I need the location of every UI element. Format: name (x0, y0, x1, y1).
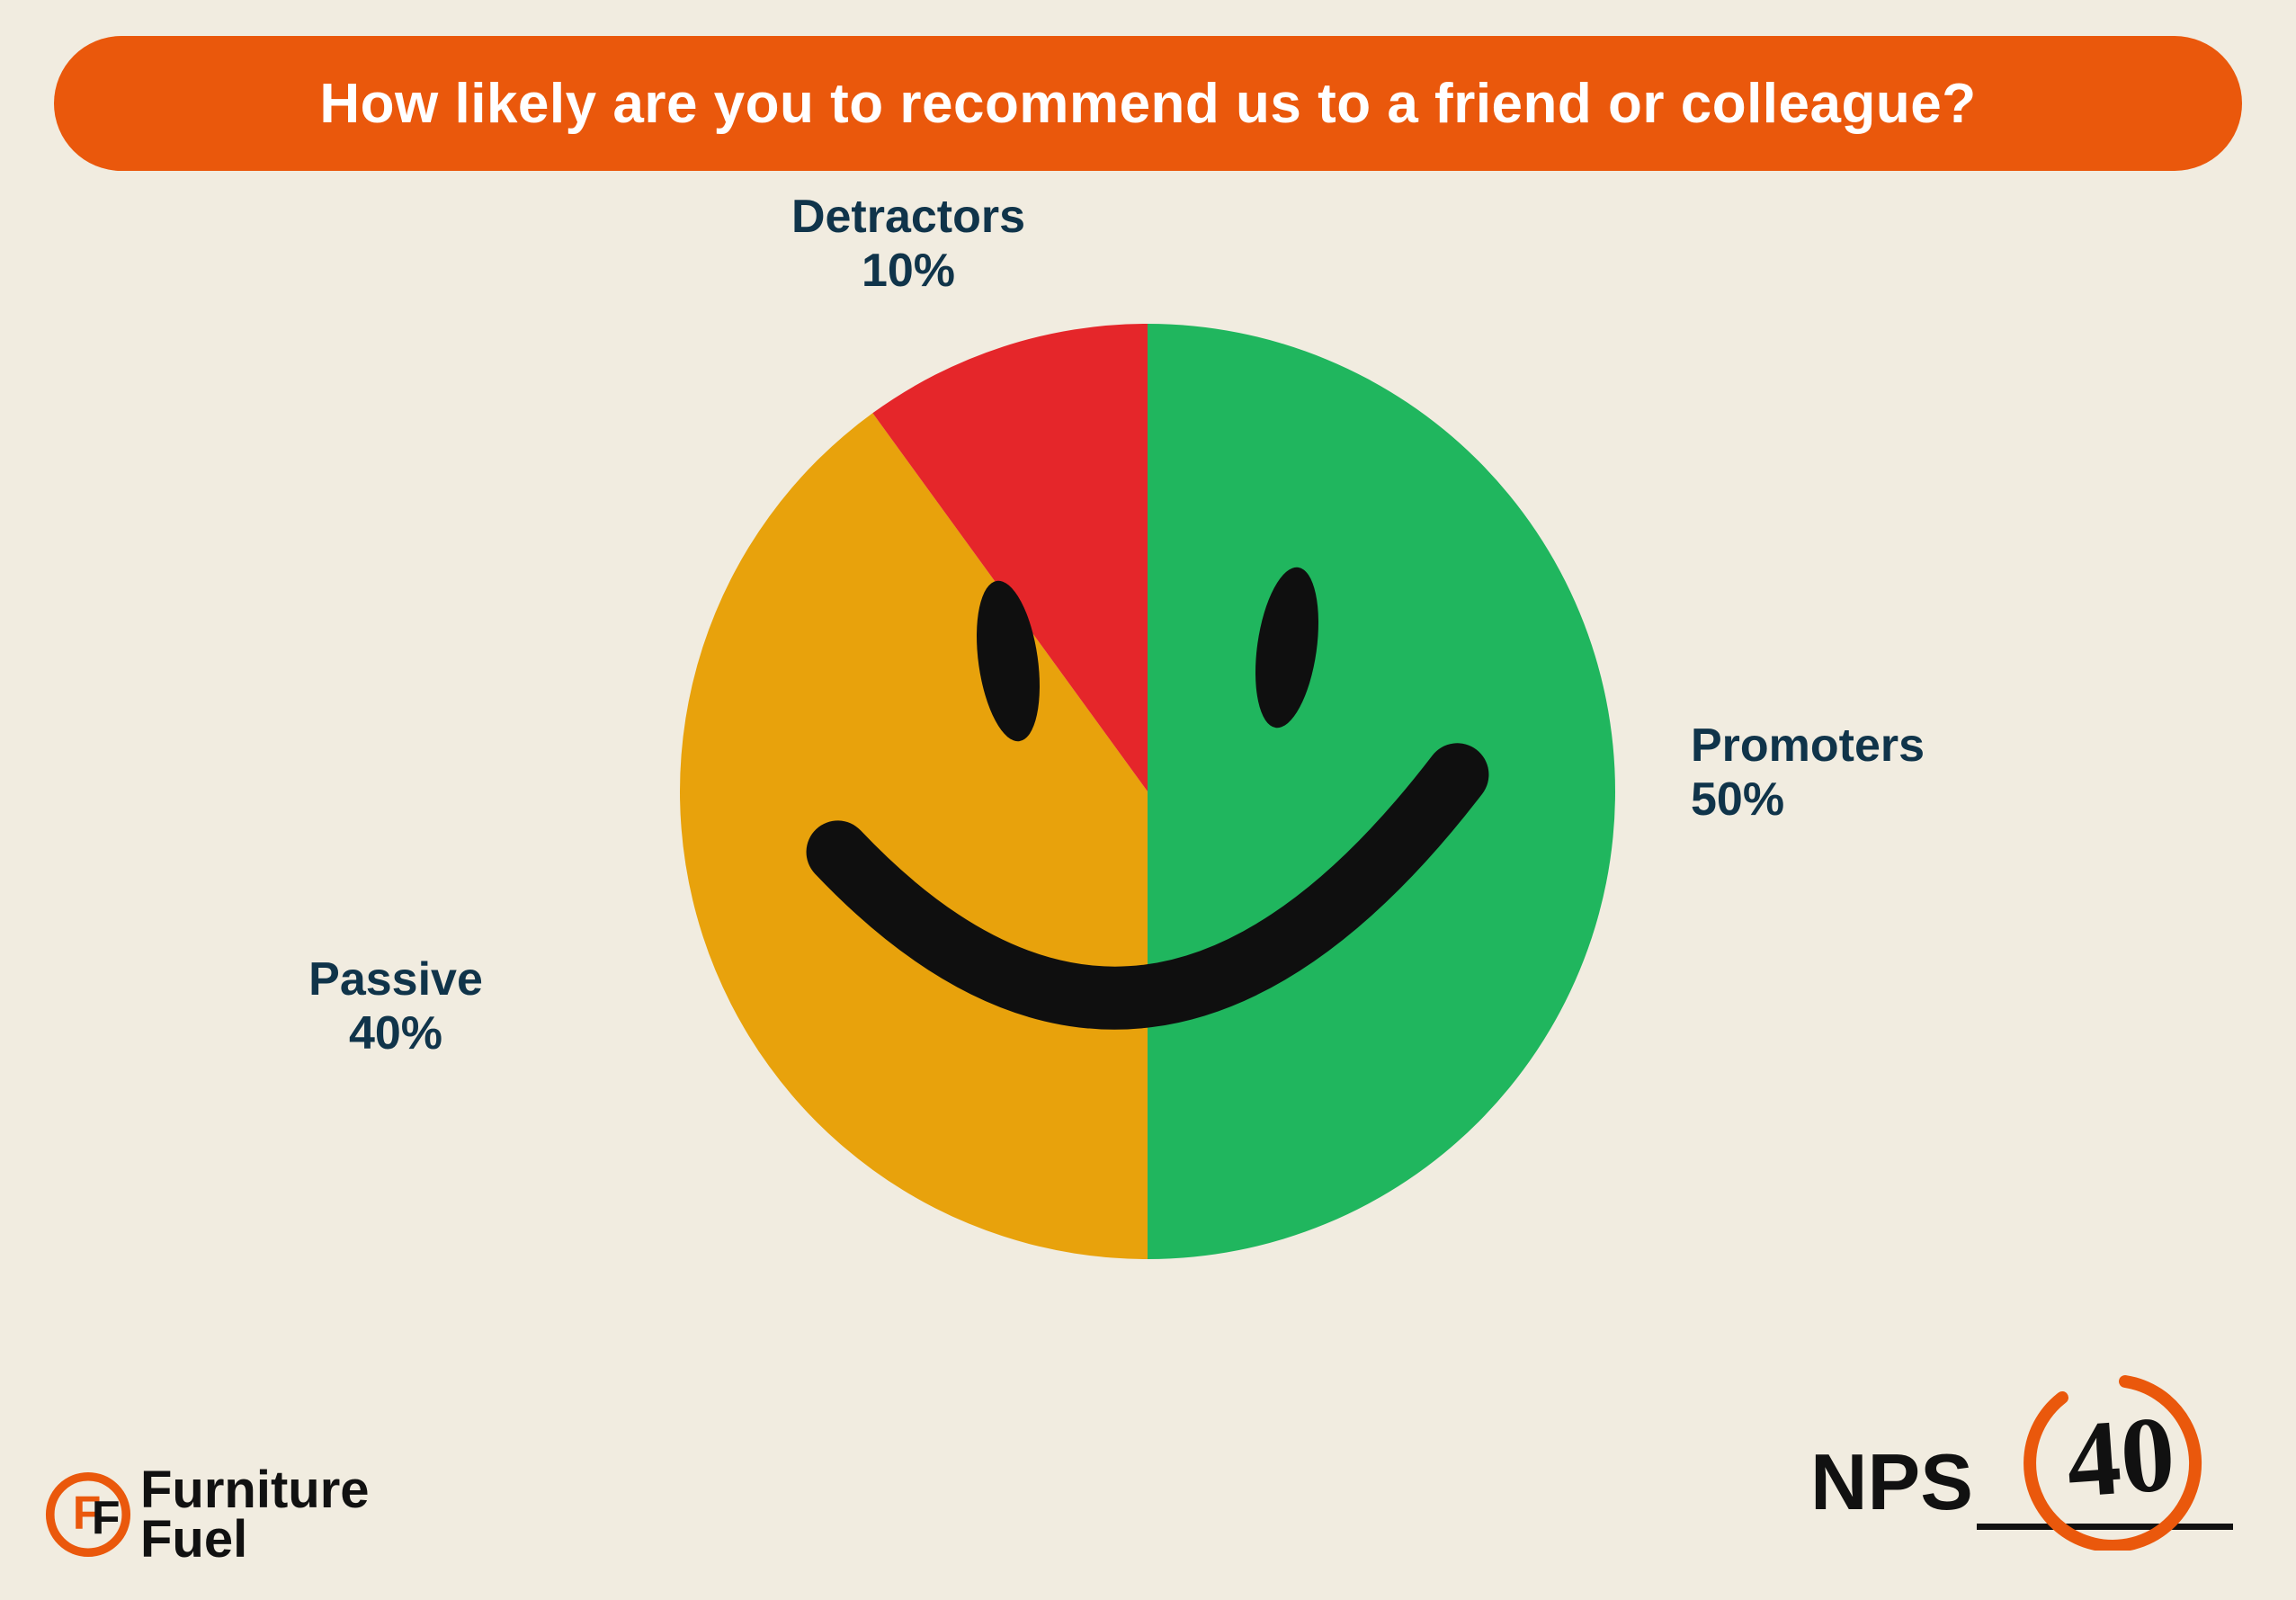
label-passive-value: 40% (308, 1007, 483, 1061)
brand-logo-badge-icon: FF (45, 1471, 131, 1558)
brand-logo: FF Furniture Fuel (45, 1465, 370, 1564)
nps-label: NPS (1810, 1436, 1973, 1528)
label-passive-name: Passive (308, 953, 483, 1007)
svg-text:F: F (92, 1491, 121, 1543)
label-detractors: Detractors 10% (791, 191, 1025, 299)
label-passive: Passive 40% (308, 953, 483, 1061)
nps-score: NPS 40 (1810, 1348, 2233, 1546)
brand-logo-text: Furniture Fuel (140, 1465, 370, 1564)
label-promoters-name: Promoters (1691, 720, 1925, 773)
brand-logo-line2: Fuel (140, 1510, 247, 1569)
pie-slice-promoters (1148, 324, 1615, 1259)
label-promoters-value: 50% (1691, 773, 1925, 827)
label-promoters: Promoters 50% (1691, 720, 1925, 827)
nps-value: 40 (2062, 1391, 2178, 1523)
question-text: How likely are you to recommend us to a … (319, 72, 1976, 136)
question-header: How likely are you to recommend us to a … (54, 36, 2242, 171)
label-detractors-value: 10% (791, 245, 1025, 299)
nps-pie-chart (680, 324, 1615, 1259)
label-detractors-name: Detractors (791, 191, 1025, 245)
